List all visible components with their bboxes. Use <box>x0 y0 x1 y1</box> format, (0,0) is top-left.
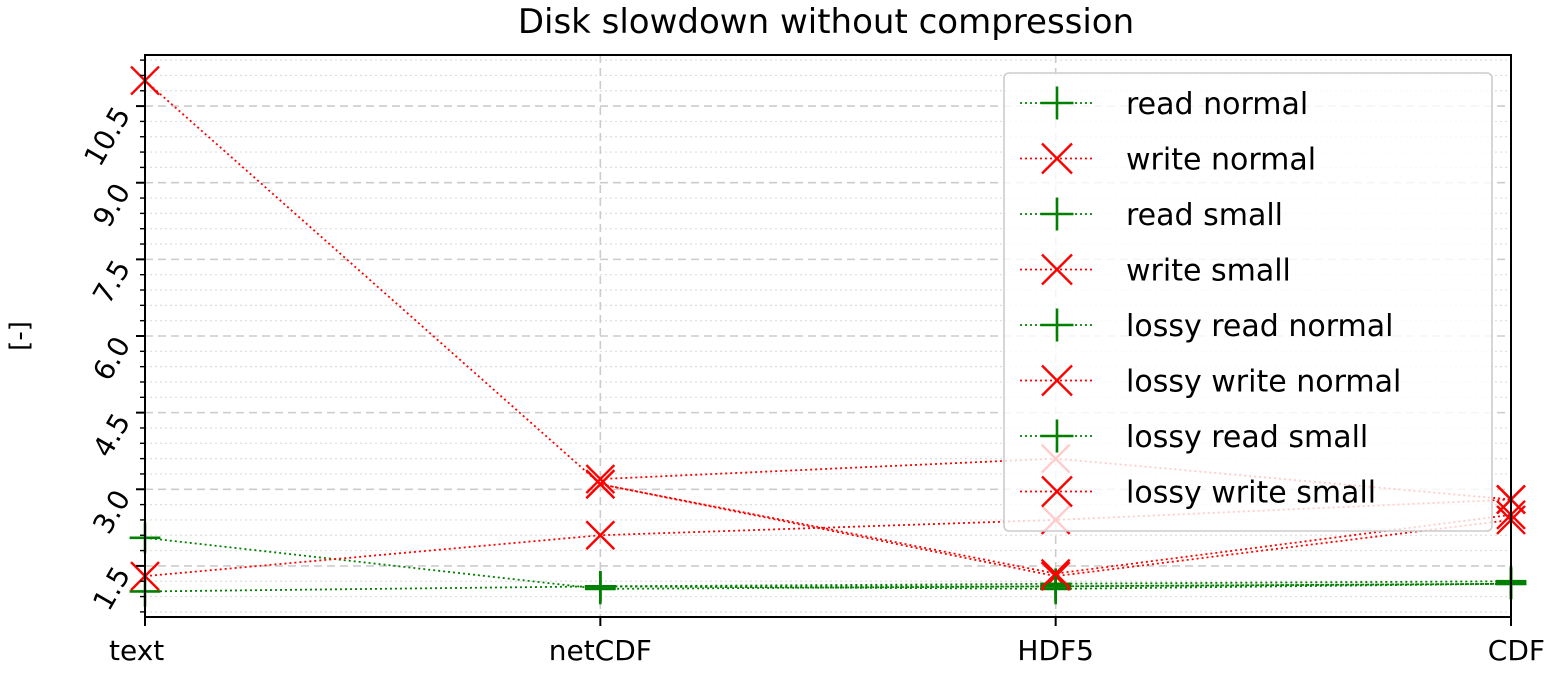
legend-label: read small <box>1126 198 1283 233</box>
legend-entry: lossy read normal <box>1020 308 1393 344</box>
legend-entry: write normal <box>1020 143 1316 178</box>
legend-entry: read normal <box>1020 86 1308 122</box>
legend: read normal write normal read small write s… <box>1003 72 1493 532</box>
legend-label: lossy read small <box>1126 420 1368 455</box>
y-tick-label: 1.5 <box>86 561 137 616</box>
legend-marker <box>1040 419 1074 453</box>
legend-entry: lossy write normal <box>1020 365 1401 400</box>
y-tick-label: 7.5 <box>86 254 137 309</box>
marker-stroke <box>1041 142 1073 175</box>
chart-title: Disk slowdown without compression <box>518 2 1134 42</box>
data-point <box>584 570 616 602</box>
data-point <box>1040 570 1072 602</box>
x-tick-label: text <box>109 634 164 667</box>
legend-label: write normal <box>1126 143 1316 178</box>
y-tick-label: 9.0 <box>86 178 137 233</box>
legend-label: lossy read normal <box>1126 309 1393 344</box>
y-tick-label: 6.0 <box>86 331 137 386</box>
marker-stroke <box>1041 364 1073 397</box>
series-line <box>600 483 1512 575</box>
legend-entry: read small <box>1020 197 1283 233</box>
data-point <box>585 464 616 494</box>
legend-label: lossy write small <box>1126 476 1376 511</box>
marker-stroke <box>1041 253 1073 286</box>
data-point <box>585 520 616 551</box>
y-tick-label: 3.0 <box>86 484 137 539</box>
y-tick-label: 4.5 <box>86 408 137 463</box>
marker-stroke <box>585 520 616 551</box>
legend-box <box>1003 72 1493 532</box>
marker-stroke <box>1040 558 1071 589</box>
legend-marker <box>1040 308 1074 342</box>
y-tick-label: 10.5 <box>77 101 137 171</box>
legend-marker <box>1041 475 1073 508</box>
legend-marker <box>1041 253 1073 286</box>
marker-stroke <box>585 464 616 494</box>
legend-marker <box>1041 364 1073 397</box>
legend-label: lossy write normal <box>1126 365 1401 400</box>
x-tick-label: HDF5 <box>1017 634 1094 667</box>
legend-marker <box>1040 86 1074 120</box>
series-lossy-write-small <box>585 469 1526 589</box>
data-point <box>585 469 616 500</box>
data-point <box>1040 558 1071 589</box>
x-tick-label: CDF <box>1488 634 1545 667</box>
marker-stroke <box>585 469 616 500</box>
legend-marker <box>1040 197 1074 231</box>
x-tick-label: netCDF <box>549 634 652 667</box>
marker-stroke <box>1041 475 1073 508</box>
legend-label: read normal <box>1126 87 1308 122</box>
legend-entry: lossy write small <box>1020 476 1376 511</box>
series-line <box>144 79 1512 578</box>
legend-entry: lossy read small <box>1020 419 1368 455</box>
legend-label: write small <box>1126 254 1291 289</box>
y-axis-label: [-] <box>5 321 35 351</box>
legend-marker <box>1041 142 1073 175</box>
series-line <box>144 536 1512 590</box>
legend-entry: write small <box>1020 254 1291 289</box>
